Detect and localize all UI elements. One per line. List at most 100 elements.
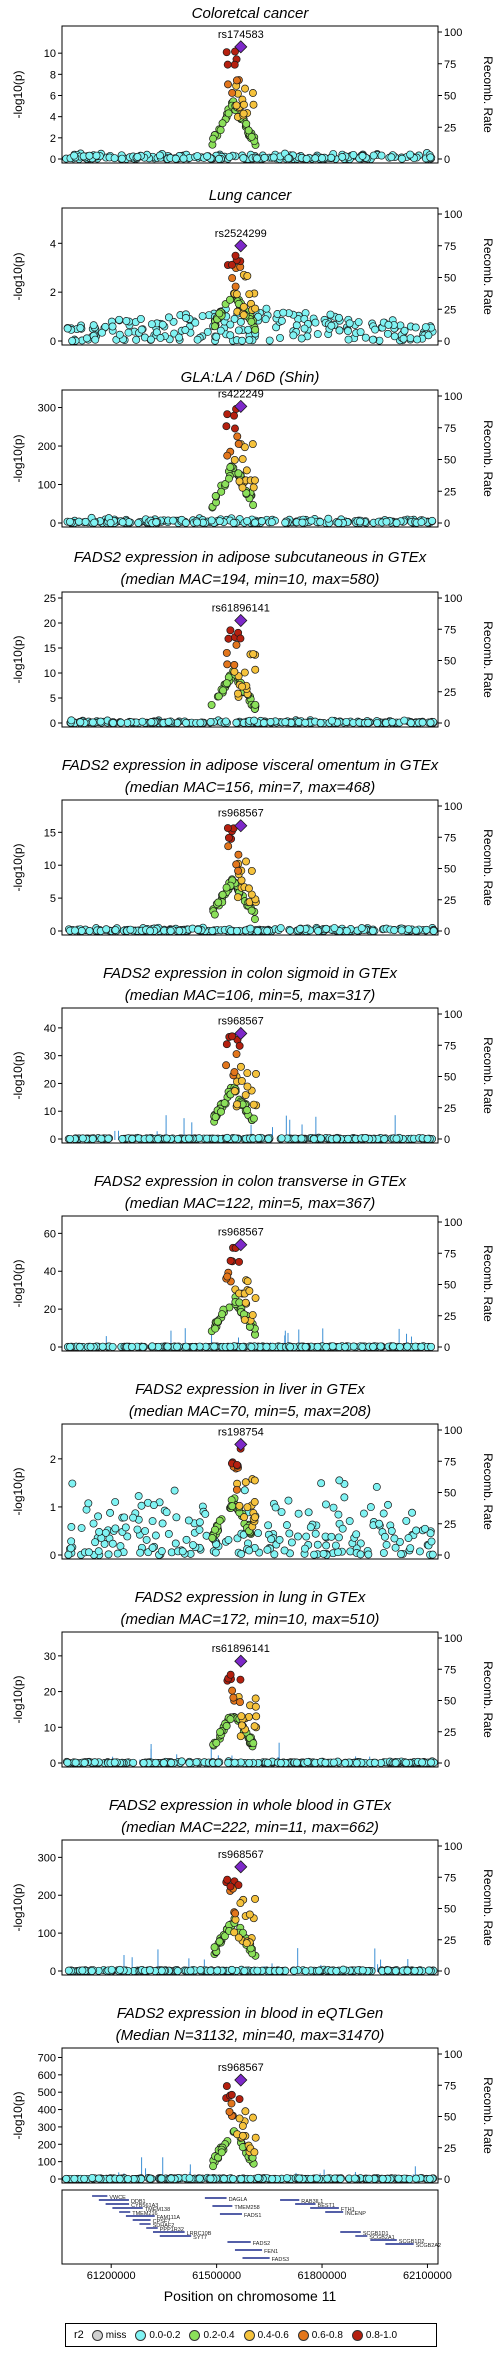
y-tick-label: 500 xyxy=(38,2087,56,2099)
snp-point xyxy=(120,1513,129,1522)
snp-point xyxy=(412,2174,420,2183)
snp-point xyxy=(404,925,413,934)
snp-point xyxy=(292,1758,301,1767)
snp-point xyxy=(237,1077,246,1085)
plot-frame xyxy=(61,25,439,164)
legend-title: r2 xyxy=(74,2329,84,2341)
snp-point xyxy=(222,1061,231,1070)
snp-point xyxy=(321,1758,330,1767)
snp-point xyxy=(181,326,190,334)
snp-point xyxy=(280,1546,289,1555)
y-tick-label: 100 xyxy=(38,2157,56,2169)
snp-point xyxy=(249,1739,258,1748)
snp-point xyxy=(166,926,175,935)
snp-point xyxy=(227,2090,236,2099)
snp-point xyxy=(149,1501,158,1509)
legend-item: 0.0-0.2 xyxy=(135,2329,180,2341)
snp-point xyxy=(106,518,115,527)
snp-point xyxy=(235,2114,244,2123)
snp-point xyxy=(170,1486,179,1495)
y2-tick-label: 0 xyxy=(444,1342,450,1354)
snp-point xyxy=(222,883,231,892)
snp-point xyxy=(277,316,286,325)
snp-point xyxy=(91,1538,100,1547)
snp-point xyxy=(226,331,235,340)
snp-point xyxy=(147,320,156,329)
y2-tick-label: 25 xyxy=(444,1311,456,1323)
snp-point xyxy=(226,1256,235,1265)
snp-point xyxy=(400,716,409,725)
y2-tick-label: 0 xyxy=(444,1758,450,1770)
y-tick-label: 200 xyxy=(38,1890,56,1902)
snp-point xyxy=(231,47,239,56)
plot-frame xyxy=(61,1215,439,1352)
y-axis-title: -log10(p) xyxy=(11,2091,25,2139)
snp-point xyxy=(232,1485,241,1494)
snp-point xyxy=(182,1535,191,1544)
snp-point xyxy=(232,290,241,299)
gene-label: CPSF7 xyxy=(153,2219,171,2225)
snp-point xyxy=(195,1518,204,1527)
snp-point xyxy=(237,1712,246,1721)
snp-point xyxy=(245,1910,254,1919)
snp-point xyxy=(334,1533,343,1542)
locuszoom-plot: 0 5 10 15 0 25 50 75 100 -log10(p) Recomb. Rate rs9… xyxy=(11,799,495,938)
snp-point xyxy=(387,1527,396,1535)
snp-point xyxy=(179,154,188,163)
snp-point xyxy=(250,1722,259,1731)
y-tick-label: 0 xyxy=(50,518,56,530)
y-tick-label: 10 xyxy=(44,1106,56,1118)
snp-point xyxy=(86,1342,95,1351)
snp-point xyxy=(75,517,83,526)
y2-tick-label: 0 xyxy=(444,518,450,530)
gene-label: FEN1 xyxy=(264,2249,278,2255)
snp-point xyxy=(247,132,256,141)
y2-tick-label: 100 xyxy=(444,1425,462,1437)
y2-tick-label: 50 xyxy=(444,1904,456,1916)
snp-point xyxy=(427,1537,436,1546)
snp-point xyxy=(124,328,133,337)
snp-point xyxy=(257,517,266,526)
snp-point xyxy=(388,718,397,727)
legend-item: 0.8-1.0 xyxy=(351,2329,397,2341)
plot-frame xyxy=(61,2047,439,2184)
snp-point xyxy=(208,926,217,935)
snp-point xyxy=(341,1759,350,1767)
snp-point xyxy=(203,327,212,336)
gene-label: CYB561A3 xyxy=(131,2203,158,2209)
snp-point xyxy=(242,119,251,128)
snp-point xyxy=(311,318,320,327)
locuszoom-plot: 0 10 20 30 40 0 25 50 75 100 -log10(p) Recomb. Rate… xyxy=(11,1007,495,1146)
snp-point xyxy=(85,151,94,160)
y2-tick-label: 50 xyxy=(444,2112,456,2124)
snp-point xyxy=(224,634,233,643)
snp-point xyxy=(129,1758,138,1767)
snp-point xyxy=(243,1106,252,1115)
legend-item: 0.2-0.4 xyxy=(189,2329,235,2341)
snp-point xyxy=(264,1521,273,1530)
snp-point xyxy=(379,1548,388,1557)
snp-point xyxy=(245,336,254,345)
y-tick-label: 15 xyxy=(44,827,56,839)
snp-point xyxy=(142,1535,151,1544)
snp-point xyxy=(226,1715,235,1724)
y-tick-label: 0 xyxy=(50,2174,56,2186)
y2-tick-label: 75 xyxy=(444,423,456,435)
snp-point xyxy=(118,518,127,527)
panel-subtitle: (median MAC=222, min=11, max=662) xyxy=(121,1819,379,1836)
snp-point xyxy=(236,1675,245,1684)
snp-point xyxy=(196,718,205,727)
snp-point xyxy=(356,328,365,336)
snp-point xyxy=(378,2174,387,2183)
snp-point xyxy=(249,2113,257,2122)
snp-point xyxy=(223,1133,232,1142)
snp-point xyxy=(375,1519,384,1528)
y-tick-label: 0 xyxy=(50,926,56,938)
snp-point xyxy=(249,100,258,109)
snp-point xyxy=(223,1875,232,1884)
snp-point xyxy=(213,1966,222,1975)
snp-point xyxy=(243,1082,252,1091)
snp-point xyxy=(276,333,284,342)
y2-tick-label: 50 xyxy=(444,1696,456,1708)
lead-snp-label: rs2524299 xyxy=(215,228,267,240)
